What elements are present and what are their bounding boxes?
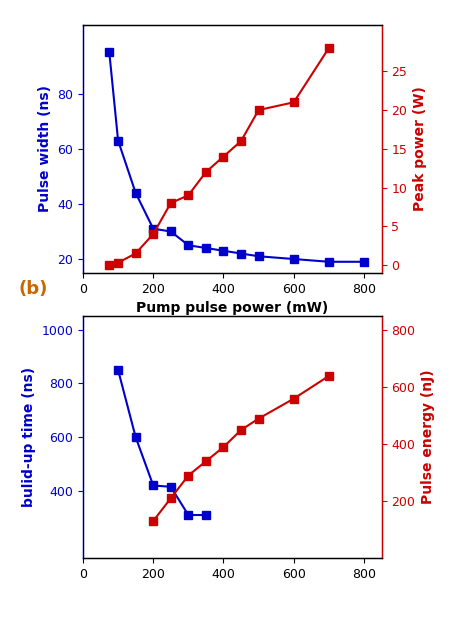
Y-axis label: bulid-up time (ns): bulid-up time (ns) [22, 367, 36, 507]
Y-axis label: Pulse width (ns): Pulse width (ns) [37, 86, 52, 212]
Text: (b): (b) [19, 280, 48, 298]
Y-axis label: Peak power (W): Peak power (W) [413, 86, 427, 211]
X-axis label: Pump pulse power (mW): Pump pulse power (mW) [136, 301, 328, 315]
Y-axis label: Pulse energy (nJ): Pulse energy (nJ) [421, 370, 435, 505]
